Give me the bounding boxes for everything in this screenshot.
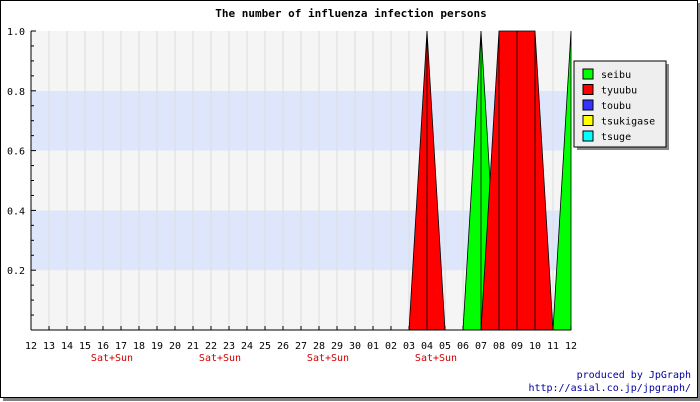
y-tick-label: 0.4 — [7, 206, 25, 217]
legend-swatch-toubu — [582, 99, 594, 111]
x-tick-label: 02 — [385, 341, 397, 352]
series-area-tyuubu — [408, 30, 554, 331]
x-tick-label: 03 — [403, 341, 415, 352]
y-tick-label: 0.6 — [7, 147, 25, 158]
x-tick-labels: 12 13 14 15 16 17 18 19 20 21 22 23 24 25 26 27 28 29 30 01… — [25, 341, 577, 352]
x-tick-label: 14 — [61, 341, 73, 352]
weekend-labels: Sat+Sun Sat+Sun Sat+Sun Sat+Sun — [91, 353, 457, 364]
legend-label-tsukigase: tsukigase — [601, 117, 655, 128]
legend-label-tsuge: tsuge — [601, 132, 631, 143]
y-tick-label: 0.8 — [7, 87, 25, 98]
legend-swatch-seibu — [582, 68, 594, 80]
chart-title: The number of influenza infection person… — [215, 7, 487, 20]
y-tick-label: 0.2 — [7, 266, 25, 277]
legend-swatch-tyuubu — [582, 84, 594, 95]
x-tick-label: 28 — [313, 341, 325, 352]
credit-line-1: produced by JpGraph — [577, 370, 691, 381]
y-tick-label: 1.0 — [7, 27, 25, 38]
x-tick-label: 20 — [169, 341, 181, 352]
x-tick-label: 18 — [133, 341, 145, 352]
weekend-label: Sat+Sun — [415, 353, 457, 364]
chart-svg: The number of influenza infection person… — [7, 7, 691, 394]
weekend-label: Sat+Sun — [199, 353, 241, 364]
legend-label-tyuubu: tyuubu — [601, 86, 637, 97]
credit-line-2: http://asial.co.jp/jpgraph/ — [528, 383, 691, 394]
x-tick-label: 24 — [241, 341, 253, 352]
x-tick-label: 17 — [115, 341, 127, 352]
x-tick-label: 10 — [529, 341, 541, 352]
legend-label-toubu: toubu — [601, 101, 631, 112]
x-tick-label: 12 — [25, 341, 37, 352]
x-tick-label: 22 — [205, 341, 217, 352]
x-tick-label: 25 — [259, 341, 271, 352]
x-tick-label: 29 — [331, 341, 343, 352]
legend-swatch-tsuge — [582, 130, 594, 142]
x-tick-label: 06 — [457, 341, 469, 352]
weekend-label: Sat+Sun — [307, 353, 349, 364]
x-tick-label: 16 — [97, 341, 109, 352]
x-tick-label: 26 — [277, 341, 289, 352]
axes — [30, 30, 572, 331]
x-tick-label: 12 — [565, 341, 577, 352]
legend-swatch-tsukigase — [582, 115, 594, 126]
x-tick-label: 05 — [439, 341, 451, 352]
x-tick-label: 07 — [475, 341, 487, 352]
x-tick-label: 27 — [295, 341, 307, 352]
x-tick-label: 09 — [511, 341, 523, 352]
x-tick-label: 08 — [493, 341, 505, 352]
x-tick-label: 23 — [223, 341, 235, 352]
x-tick-label: 15 — [79, 341, 91, 352]
x-tick-label: 11 — [547, 341, 559, 352]
weekend-label: Sat+Sun — [91, 353, 133, 364]
y-tick-labels: 0.2 0.4 0.6 0.8 1.0 — [7, 27, 25, 277]
legend: seibu tyuubu toubu tsukigase tsuge — [573, 60, 669, 150]
x-tick-label: 30 — [349, 341, 361, 352]
x-tick-label: 01 — [367, 341, 379, 352]
legend-label-seibu: seibu — [601, 70, 631, 81]
x-tick-label: 13 — [43, 341, 55, 352]
x-tick-label: 21 — [187, 341, 199, 352]
x-tick-label: 04 — [421, 341, 433, 352]
x-tick-label: 19 — [151, 341, 163, 352]
